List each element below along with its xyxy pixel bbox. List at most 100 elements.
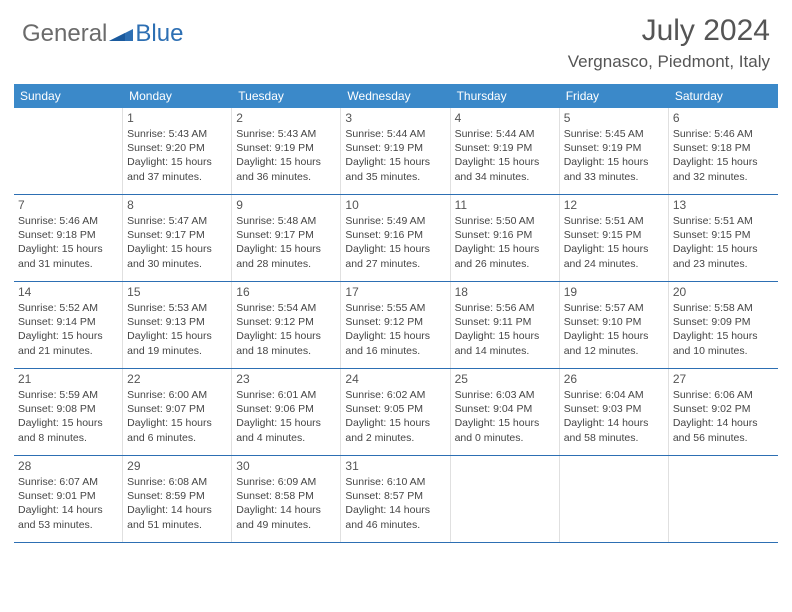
weekday-header: SundayMondayTuesdayWednesdayThursdayFrid… <box>14 84 778 108</box>
day-info: Sunrise: 5:59 AMSunset: 9:08 PMDaylight:… <box>18 388 118 445</box>
day-cell-26: 26 Sunrise: 6:04 AMSunset: 9:03 PMDayligh… <box>560 369 669 455</box>
day-number: 29 <box>127 459 227 473</box>
title-block: July 2024 Vergnasco, Piedmont, Italy <box>568 14 770 72</box>
page-header: General Blue July 2024 Vergnasco, Piedmo… <box>0 0 792 76</box>
empty-cell <box>14 108 123 194</box>
day-cell-20: 20 Sunrise: 5:58 AMSunset: 9:09 PMDayligh… <box>669 282 778 368</box>
day-info: Sunrise: 6:01 AMSunset: 9:06 PMDaylight:… <box>236 388 336 445</box>
weekday-saturday: Saturday <box>669 84 778 108</box>
day-cell-30: 30 Sunrise: 6:09 AMSunset: 8:58 PMDayligh… <box>232 456 341 542</box>
flag-icon <box>107 23 135 45</box>
day-number: 23 <box>236 372 336 386</box>
weekday-tuesday: Tuesday <box>232 84 341 108</box>
day-cell-17: 17Sunrise: 5:55 AMSunset: 9:12 PMDayligh… <box>341 282 450 368</box>
day-info: Sunrise: 5:53 AMSunset: 9:13 PMDaylight:… <box>127 301 227 358</box>
day-info: Sunrise: 5:44 AMSunset: 9:19 PMDaylight:… <box>345 127 445 184</box>
empty-cell <box>560 456 669 542</box>
day-info: Sunrise: 5:51 AMSunset: 9:15 PMDaylight:… <box>673 214 774 271</box>
month-title: July 2024 <box>568 14 770 48</box>
brand-logo: General Blue <box>22 20 183 48</box>
location-text: Vergnasco, Piedmont, Italy <box>568 52 770 72</box>
day-cell-8: 8Sunrise: 5:47 AMSunset: 9:17 PMDaylight… <box>123 195 232 281</box>
day-number: 19 <box>564 285 664 299</box>
day-cell-21: 21 Sunrise: 5:59 AMSunset: 9:08 PMDayligh… <box>14 369 123 455</box>
brand-general: General <box>22 20 107 48</box>
weekday-friday: Friday <box>560 84 669 108</box>
day-cell-19: 19Sunrise: 5:57 AMSunset: 9:10 PMDayligh… <box>560 282 669 368</box>
day-number: 4 <box>455 111 555 125</box>
day-cell-1: 1 Sunrise: 5:43 AMSunset: 9:20 PMDaylight… <box>123 108 232 194</box>
day-cell-5: 5Sunrise: 5:45 AMSunset: 9:19 PMDaylight… <box>560 108 669 194</box>
day-cell-2: 2Sunrise: 5:43 AMSunset: 9:19 PMDaylight… <box>232 108 341 194</box>
day-number: 3 <box>345 111 445 125</box>
day-cell-18: 18Sunrise: 5:56 AMSunset: 9:11 PMDayligh… <box>451 282 560 368</box>
day-cell-3: 3 Sunrise: 5:44 AMSunset: 9:19 PMDaylight… <box>341 108 450 194</box>
day-cell-16: 16 Sunrise: 5:54 AMSunset: 9:12 PMDayligh… <box>232 282 341 368</box>
day-number: 21 <box>18 372 118 386</box>
empty-cell <box>451 456 560 542</box>
day-number: 10 <box>345 198 445 212</box>
day-number: 26 <box>564 372 664 386</box>
day-cell-9: 9Sunrise: 5:48 AMSunset: 9:17 PMDaylight… <box>232 195 341 281</box>
day-cell-6: 6 Sunrise: 5:46 AMSunset: 9:18 PMDaylight… <box>669 108 778 194</box>
day-cell-29: 29 Sunrise: 6:08 AMSunset: 8:59 PMDayligh… <box>123 456 232 542</box>
week-row: 28 Sunrise: 6:07 AMSunset: 9:01 PMDayligh… <box>14 456 778 543</box>
day-info: Sunrise: 5:46 AMSunset: 9:18 PMDaylight:… <box>673 127 774 184</box>
day-info: Sunrise: 5:48 AMSunset: 9:17 PMDaylight:… <box>236 214 336 271</box>
day-number: 22 <box>127 372 227 386</box>
day-cell-4: 4Sunrise: 5:44 AMSunset: 9:19 PMDaylight… <box>451 108 560 194</box>
day-number: 11 <box>455 198 555 212</box>
day-info: Sunrise: 5:50 AMSunset: 9:16 PMDaylight:… <box>455 214 555 271</box>
day-number: 18 <box>455 285 555 299</box>
day-number: 1 <box>127 111 227 125</box>
day-cell-14: 14Sunrise: 5:52 AMSunset: 9:14 PMDayligh… <box>14 282 123 368</box>
day-info: Sunrise: 5:47 AMSunset: 9:17 PMDaylight:… <box>127 214 227 271</box>
day-number: 6 <box>673 111 774 125</box>
day-number: 30 <box>236 459 336 473</box>
day-number: 2 <box>236 111 336 125</box>
empty-cell <box>669 456 778 542</box>
day-info: Sunrise: 5:45 AMSunset: 9:19 PMDaylight:… <box>564 127 664 184</box>
day-number: 20 <box>673 285 774 299</box>
day-cell-24: 24Sunrise: 6:02 AMSunset: 9:05 PMDayligh… <box>341 369 450 455</box>
day-number: 17 <box>345 285 445 299</box>
day-info: Sunrise: 6:04 AMSunset: 9:03 PMDaylight:… <box>564 388 664 445</box>
day-cell-27: 27Sunrise: 6:06 AMSunset: 9:02 PMDayligh… <box>669 369 778 455</box>
day-cell-23: 23 Sunrise: 6:01 AMSunset: 9:06 PMDayligh… <box>232 369 341 455</box>
weekday-wednesday: Wednesday <box>341 84 450 108</box>
day-info: Sunrise: 6:06 AMSunset: 9:02 PMDaylight:… <box>673 388 774 445</box>
day-cell-22: 22 Sunrise: 6:00 AMSunset: 9:07 PMDayligh… <box>123 369 232 455</box>
week-row: 21 Sunrise: 5:59 AMSunset: 9:08 PMDayligh… <box>14 369 778 456</box>
day-cell-31: 31Sunrise: 6:10 AMSunset: 8:57 PMDayligh… <box>341 456 450 542</box>
day-number: 28 <box>18 459 118 473</box>
weekday-monday: Monday <box>123 84 232 108</box>
day-info: Sunrise: 6:02 AMSunset: 9:05 PMDaylight:… <box>345 388 445 445</box>
day-cell-7: 7 Sunrise: 5:46 AMSunset: 9:18 PMDaylight… <box>14 195 123 281</box>
day-info: Sunrise: 5:43 AMSunset: 9:20 PMDaylight:… <box>127 127 227 184</box>
day-info: Sunrise: 5:52 AMSunset: 9:14 PMDaylight:… <box>18 301 118 358</box>
brand-blue: Blue <box>135 20 183 48</box>
day-number: 12 <box>564 198 664 212</box>
day-number: 16 <box>236 285 336 299</box>
day-info: Sunrise: 5:46 AMSunset: 9:18 PMDaylight:… <box>18 214 118 271</box>
day-number: 7 <box>18 198 118 212</box>
day-info: Sunrise: 6:00 AMSunset: 9:07 PMDaylight:… <box>127 388 227 445</box>
day-number: 31 <box>345 459 445 473</box>
day-info: Sunrise: 5:54 AMSunset: 9:12 PMDaylight:… <box>236 301 336 358</box>
day-number: 13 <box>673 198 774 212</box>
week-row: 14Sunrise: 5:52 AMSunset: 9:14 PMDayligh… <box>14 282 778 369</box>
weeks-container: 1 Sunrise: 5:43 AMSunset: 9:20 PMDaylight… <box>14 108 778 543</box>
day-info: Sunrise: 5:49 AMSunset: 9:16 PMDaylight:… <box>345 214 445 271</box>
day-number: 25 <box>455 372 555 386</box>
day-cell-25: 25Sunrise: 6:03 AMSunset: 9:04 PMDayligh… <box>451 369 560 455</box>
day-info: Sunrise: 5:58 AMSunset: 9:09 PMDaylight:… <box>673 301 774 358</box>
day-info: Sunrise: 6:07 AMSunset: 9:01 PMDaylight:… <box>18 475 118 532</box>
day-cell-28: 28 Sunrise: 6:07 AMSunset: 9:01 PMDayligh… <box>14 456 123 542</box>
weekday-thursday: Thursday <box>451 84 560 108</box>
day-info: Sunrise: 6:09 AMSunset: 8:58 PMDaylight:… <box>236 475 336 532</box>
calendar: SundayMondayTuesdayWednesdayThursdayFrid… <box>14 84 778 543</box>
day-info: Sunrise: 6:08 AMSunset: 8:59 PMDaylight:… <box>127 475 227 532</box>
day-info: Sunrise: 5:51 AMSunset: 9:15 PMDaylight:… <box>564 214 664 271</box>
week-row: 7 Sunrise: 5:46 AMSunset: 9:18 PMDaylight… <box>14 195 778 282</box>
day-cell-15: 15Sunrise: 5:53 AMSunset: 9:13 PMDayligh… <box>123 282 232 368</box>
